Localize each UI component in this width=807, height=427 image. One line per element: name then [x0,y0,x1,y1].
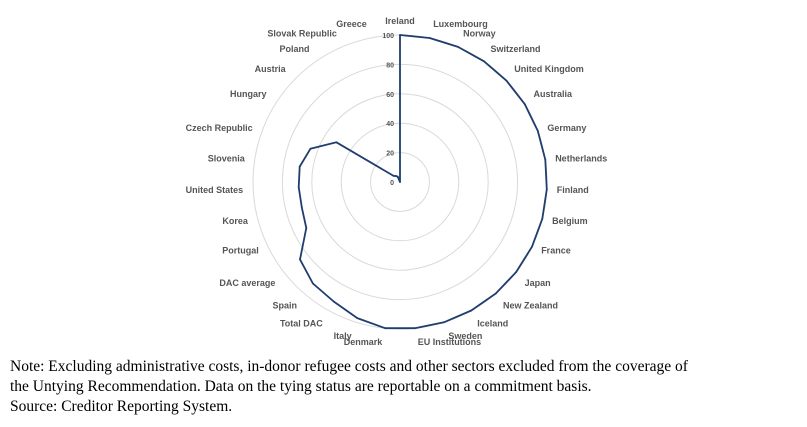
category-label: Norway [463,29,496,39]
data-point [299,258,301,261]
data-point [335,141,338,144]
category-label: Ireland [385,16,415,26]
data-point [399,181,401,183]
radial-tick-label: 100 [382,33,394,40]
data-point [457,46,459,48]
category-label: Finland [557,185,589,195]
data-point [494,292,497,295]
category-label: United States [186,185,244,195]
category-label: New Zealand [503,301,558,311]
data-point [541,217,544,220]
category-label: Korea [222,216,249,226]
data-point [300,206,303,209]
data-point [312,282,314,285]
data-point [544,158,547,161]
data-point [396,175,399,178]
category-label: Luxembourg [433,19,488,29]
category-label: DAC average [219,278,275,288]
category-label: Czech Republic [186,123,253,133]
category-label: Greece [336,19,367,29]
data-point [297,186,300,189]
category-label: Poland [279,44,309,54]
data-point [443,321,445,324]
category-label: Australia [534,89,574,99]
category-label: France [541,245,571,255]
category-label: Japan [525,278,551,288]
data-point [384,327,386,330]
data-point [356,317,359,319]
radial-tick-label: 20 [386,151,394,158]
data-point [428,37,431,39]
series-line [297,34,548,330]
category-label: United Kingdom [514,64,584,74]
category-label: Iceland [477,319,508,329]
category-label: Denmark [344,337,384,347]
data-point [523,103,526,106]
note-line-3: Source: Creditor Reporting System. [10,398,233,415]
radial-tick-label: 60 [386,92,394,99]
data-point [392,175,395,177]
category-label: Portugal [222,245,259,255]
data-point [414,327,416,330]
category-label: Total DAC [280,319,323,329]
data-point [305,227,308,229]
data-point [515,271,518,273]
category-label: Sweden [448,331,482,341]
data-point [545,188,548,191]
category-label: Austria [255,64,287,74]
category-label: Germany [547,123,586,133]
category-label: EU Institutions [418,337,482,347]
category-label: Switzerland [491,44,541,54]
data-point [483,60,485,63]
data-point [399,34,401,36]
category-label: Italy [334,331,352,341]
radial-tick-label: 40 [386,121,394,128]
category-label: Belgium [552,216,588,226]
radial-tick-label: 0 [390,180,394,187]
data-point [298,165,301,168]
data-series [297,34,548,330]
note-line-2: the Untying Recommendation. Data on the … [10,378,592,395]
category-label: Netherlands [555,154,607,164]
note-line-1: Note: Excluding administrative costs, in… [10,358,688,375]
data-point [394,175,397,177]
category-label: Slovenia [208,154,246,164]
category-label: Hungary [230,89,267,99]
category-label: Slovak Republic [267,29,337,39]
data-point [470,309,473,312]
radar-chart: 0 20 40 60 80 100 Ireland Luxembourg Norway Swit… [186,16,608,347]
chart-note: Note: Excluding administrative costs, in… [10,357,805,417]
data-point [332,300,335,303]
data-point [536,130,539,132]
radial-tick-labels: 0 20 40 60 80 100 [382,33,394,187]
category-label: Spain [272,301,297,311]
radial-tick-label: 80 [386,62,394,69]
data-point [531,245,533,248]
data-point [309,147,312,150]
data-point [505,79,508,82]
